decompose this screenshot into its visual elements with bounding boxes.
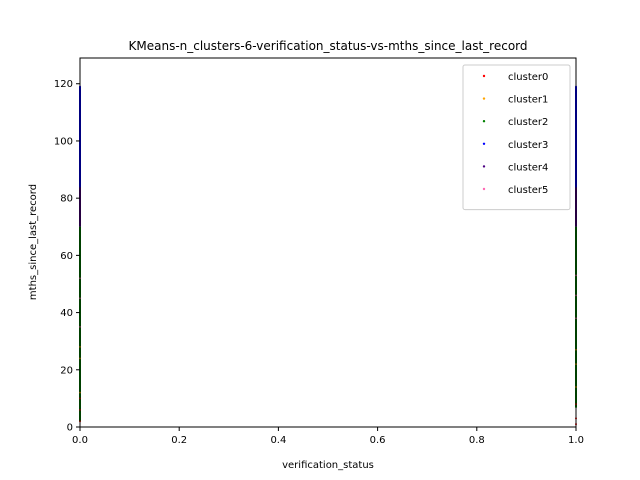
- x-tick-label: 0.6: [370, 435, 386, 446]
- legend-marker: [482, 120, 486, 123]
- legend: cluster0 cluster1 cluster2 cluster3 cluster4…: [462, 64, 571, 211]
- legend-label: cluster1: [508, 95, 548, 106]
- legend-marker: [482, 74, 486, 78]
- x-tick-label: 0.4: [270, 435, 286, 446]
- chart-title: KMeans-n_clusters-6-verification_status-…: [129, 39, 528, 53]
- legend-label: cluster3: [508, 140, 548, 151]
- legend-label: cluster0: [508, 72, 548, 83]
- y-axis-label: mths_since_last_record: [28, 184, 39, 300]
- x-tick-label: 1.0: [568, 435, 584, 446]
- x-tick-label: 0.2: [171, 435, 187, 446]
- y-tick-label: 60: [60, 251, 73, 262]
- legend-marker: [482, 165, 486, 168]
- legend-marker: [482, 97, 486, 100]
- x-axis-label: verification_status: [282, 460, 374, 471]
- plot-frame: [79, 57, 577, 428]
- y-tick-label: 20: [60, 365, 73, 376]
- x-tick-label: 0.8: [469, 435, 485, 446]
- y-tick-label: 40: [60, 308, 73, 319]
- y-tick-label: 80: [60, 194, 73, 205]
- y-axis: 0 20 40 60 80 100 120: [54, 79, 80, 434]
- legend-marker: [482, 187, 486, 191]
- legend-label: cluster5: [508, 185, 548, 196]
- legend-box: [462, 64, 571, 211]
- y-tick-label: 100: [54, 136, 73, 147]
- x-tick-label: 0.0: [72, 435, 88, 446]
- y-tick-label: 0: [67, 423, 73, 434]
- legend-marker: [482, 142, 486, 145]
- legend-label: cluster2: [508, 117, 548, 128]
- x-axis: 0.0 0.2 0.4 0.6 0.8 1.0: [72, 427, 584, 446]
- legend-label: cluster4: [508, 162, 548, 173]
- y-tick-label: 120: [54, 79, 73, 90]
